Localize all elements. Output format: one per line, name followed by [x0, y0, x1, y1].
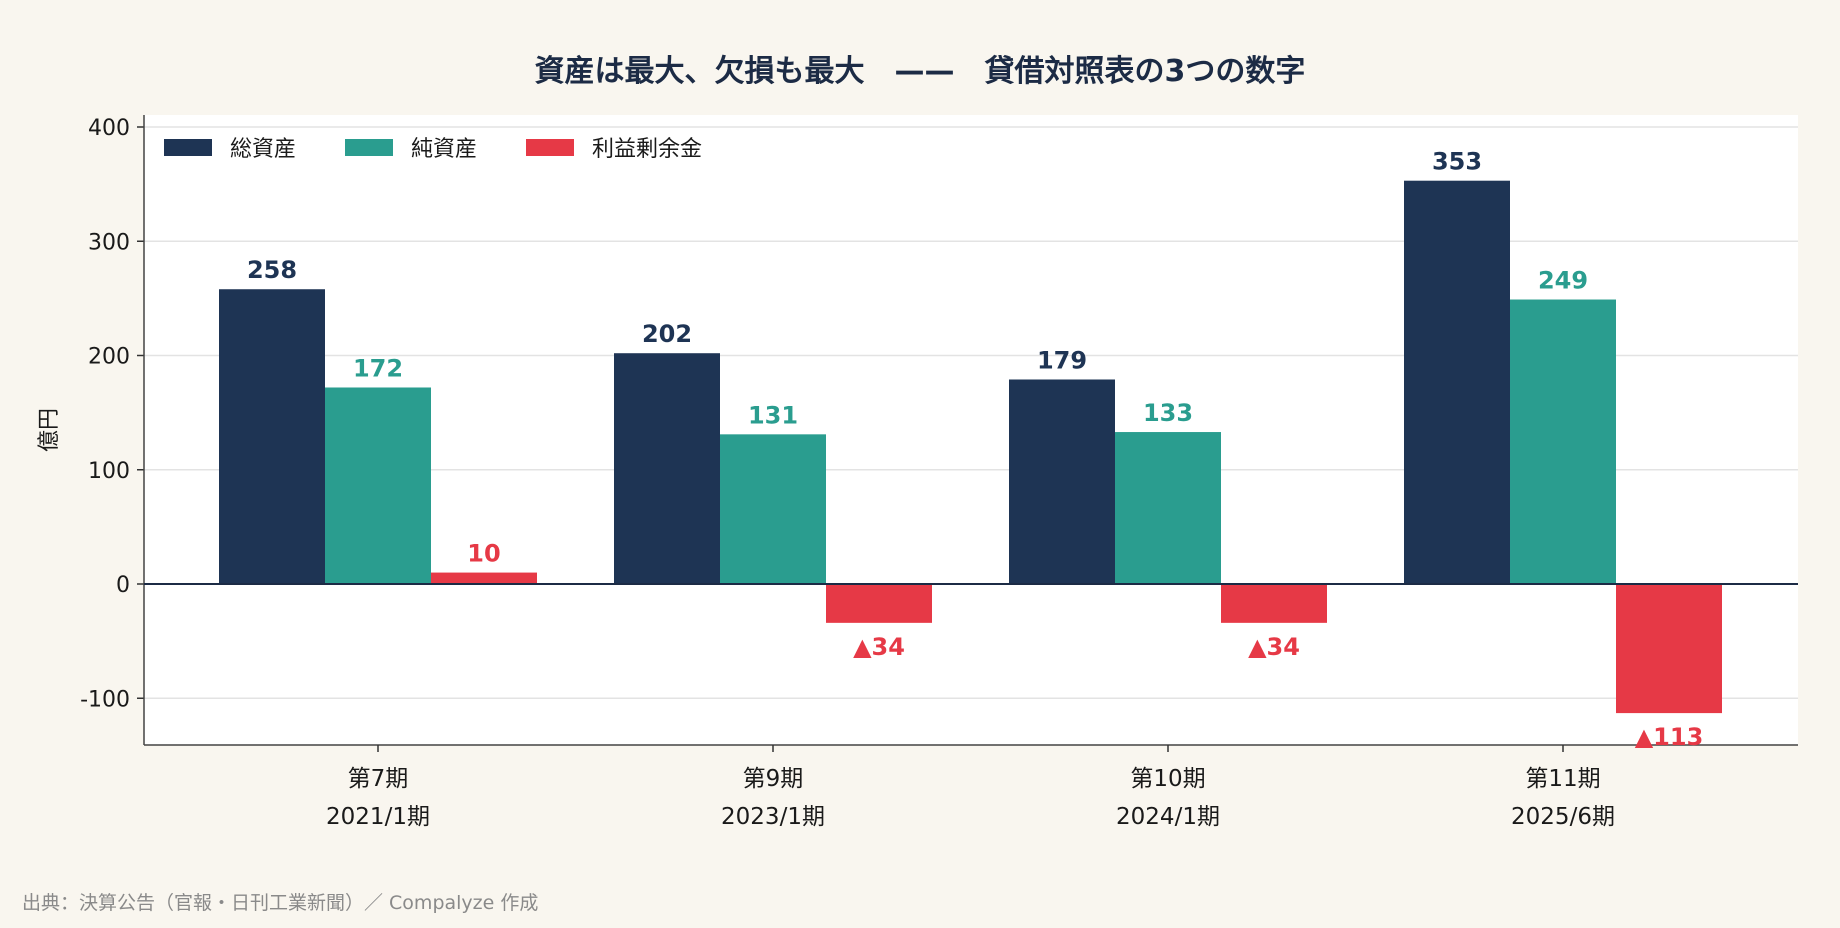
data-label: 202 [642, 320, 692, 348]
x-tick-sublabel: 2021/1期 [326, 804, 430, 830]
data-label: 133 [1143, 399, 1193, 427]
x-tick-sublabel: 2023/1期 [721, 804, 825, 830]
legend-swatch [164, 139, 212, 156]
legend-swatch [345, 139, 393, 156]
bar [1115, 432, 1221, 584]
x-tick-sublabel: 2025/6期 [1511, 804, 1615, 830]
legend-swatch [526, 139, 574, 156]
bar [720, 434, 826, 584]
chart-title: 資産は最大、欠損も最大 —— 貸借対照表の3つの数字 [534, 54, 1306, 89]
legend-label: 利益剰余金 [592, 137, 702, 162]
legend-label: 純資産 [411, 137, 477, 162]
data-label: 172 [353, 354, 403, 382]
y-tick-label: 100 [88, 459, 130, 484]
x-tick-label: 第7期 [348, 766, 409, 792]
data-label: ▲34 [1248, 633, 1300, 661]
x-tick-label: 第11期 [1525, 766, 1600, 792]
legend-label: 総資産 [230, 137, 296, 162]
bar [826, 584, 932, 623]
bar [1510, 299, 1616, 584]
x-tick-sublabel: 2024/1期 [1116, 804, 1220, 830]
y-tick-label: 200 [88, 345, 130, 370]
bar [1221, 584, 1327, 623]
data-label: 131 [748, 401, 798, 429]
y-axis-label: 億円 [37, 408, 62, 452]
y-tick-label: 0 [116, 573, 130, 598]
x-tick-label: 第9期 [743, 766, 804, 792]
bar [325, 387, 431, 584]
bar [431, 572, 537, 584]
y-tick-label: 400 [88, 116, 130, 141]
data-label: 10 [467, 540, 500, 568]
data-label: 249 [1538, 267, 1588, 295]
data-label: 179 [1037, 346, 1087, 374]
data-label: 353 [1432, 148, 1482, 176]
source-note: 出典：決算公告（官報・日刊工業新聞）／ Compalyze 作成 [22, 892, 539, 914]
x-tick-label: 第10期 [1130, 766, 1205, 792]
bar [1404, 180, 1510, 584]
data-label: ▲113 [1635, 723, 1704, 751]
data-label: 258 [247, 256, 297, 284]
y-tick-label: -100 [80, 687, 130, 712]
bar [614, 353, 720, 584]
bar [1616, 584, 1722, 714]
bar [1009, 379, 1115, 584]
bar [219, 289, 325, 584]
data-label: ▲34 [853, 633, 905, 661]
y-tick-label: 300 [88, 230, 130, 255]
